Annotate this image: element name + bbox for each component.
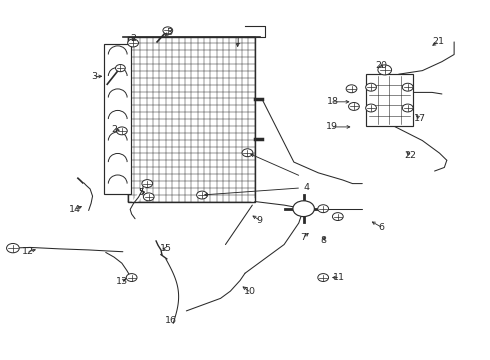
Text: 10: 10 xyxy=(244,287,256,296)
Text: 11: 11 xyxy=(333,273,345,282)
Circle shape xyxy=(128,39,139,47)
Circle shape xyxy=(402,104,413,112)
Circle shape xyxy=(332,213,343,221)
Text: 17: 17 xyxy=(414,114,426,123)
Bar xyxy=(128,37,255,202)
Circle shape xyxy=(163,27,172,34)
Text: 4: 4 xyxy=(303,183,309,192)
Circle shape xyxy=(378,65,392,75)
Text: 2: 2 xyxy=(111,125,117,134)
Circle shape xyxy=(242,149,253,157)
Text: 7: 7 xyxy=(301,233,307,242)
Circle shape xyxy=(293,201,315,217)
Circle shape xyxy=(142,180,153,188)
Bar xyxy=(104,44,131,194)
Text: 5: 5 xyxy=(138,188,145,197)
Text: 8: 8 xyxy=(320,236,326,245)
Text: 22: 22 xyxy=(404,151,416,160)
Circle shape xyxy=(116,64,125,72)
Text: 20: 20 xyxy=(375,62,387,71)
Text: 16: 16 xyxy=(165,316,177,325)
Circle shape xyxy=(126,274,137,282)
Circle shape xyxy=(6,243,19,253)
Text: 9: 9 xyxy=(257,216,263,225)
Circle shape xyxy=(196,191,207,199)
Text: 3: 3 xyxy=(166,28,172,37)
Circle shape xyxy=(318,274,329,282)
Text: 6: 6 xyxy=(379,223,385,232)
Text: 3: 3 xyxy=(92,72,98,81)
Circle shape xyxy=(318,205,329,213)
Text: 13: 13 xyxy=(116,276,128,285)
Circle shape xyxy=(348,103,359,111)
Text: 19: 19 xyxy=(326,122,338,131)
Text: 1: 1 xyxy=(235,37,241,46)
Text: 12: 12 xyxy=(22,247,34,256)
Circle shape xyxy=(117,127,127,135)
Circle shape xyxy=(366,83,376,91)
Text: 2: 2 xyxy=(131,34,137,43)
Circle shape xyxy=(366,104,376,112)
Circle shape xyxy=(144,193,154,201)
Bar xyxy=(366,74,413,126)
Circle shape xyxy=(346,85,357,93)
Text: 14: 14 xyxy=(69,205,81,214)
Text: 18: 18 xyxy=(327,97,339,106)
Text: 15: 15 xyxy=(160,244,172,253)
Circle shape xyxy=(402,83,413,91)
Text: 21: 21 xyxy=(432,37,444,46)
